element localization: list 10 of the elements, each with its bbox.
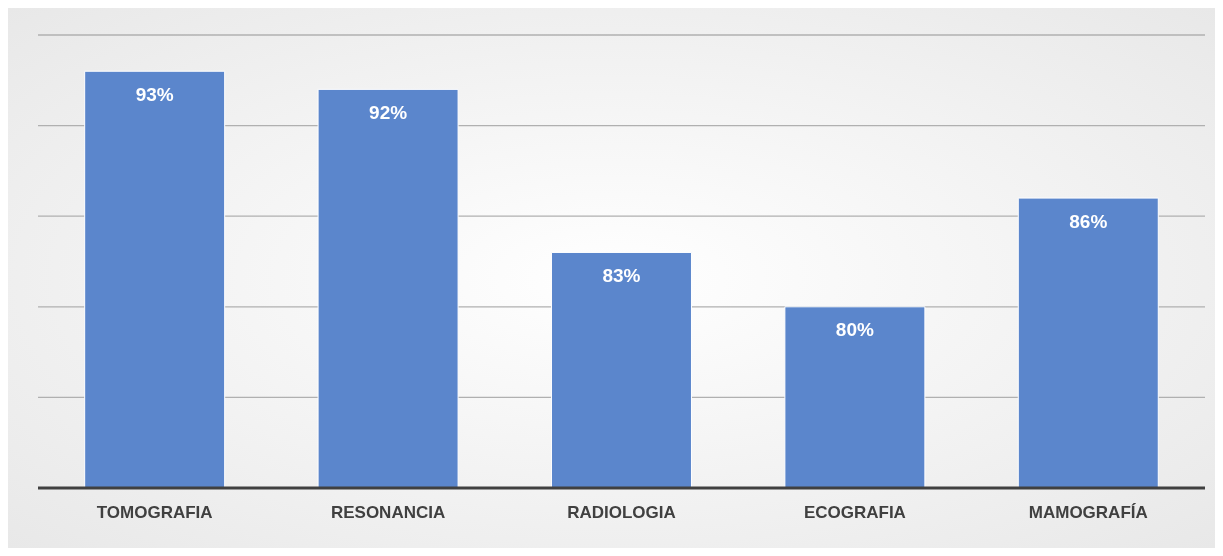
data-label: 93% bbox=[135, 83, 174, 105]
x-tick-label: TOMOGRAFIA bbox=[96, 503, 213, 523]
data-label: 80% bbox=[835, 319, 874, 341]
data-label: 83% bbox=[602, 264, 641, 286]
data-label: 92% bbox=[369, 101, 408, 123]
x-tick-label: MAMOGRAFÍA bbox=[1028, 503, 1148, 523]
x-tick-label: RESONANCIA bbox=[330, 503, 446, 523]
x-tick-label: ECOGRAFIA bbox=[803, 503, 906, 523]
x-tick-label: RADIOLOGIA bbox=[567, 503, 676, 523]
data-label: 86% bbox=[1069, 210, 1108, 232]
